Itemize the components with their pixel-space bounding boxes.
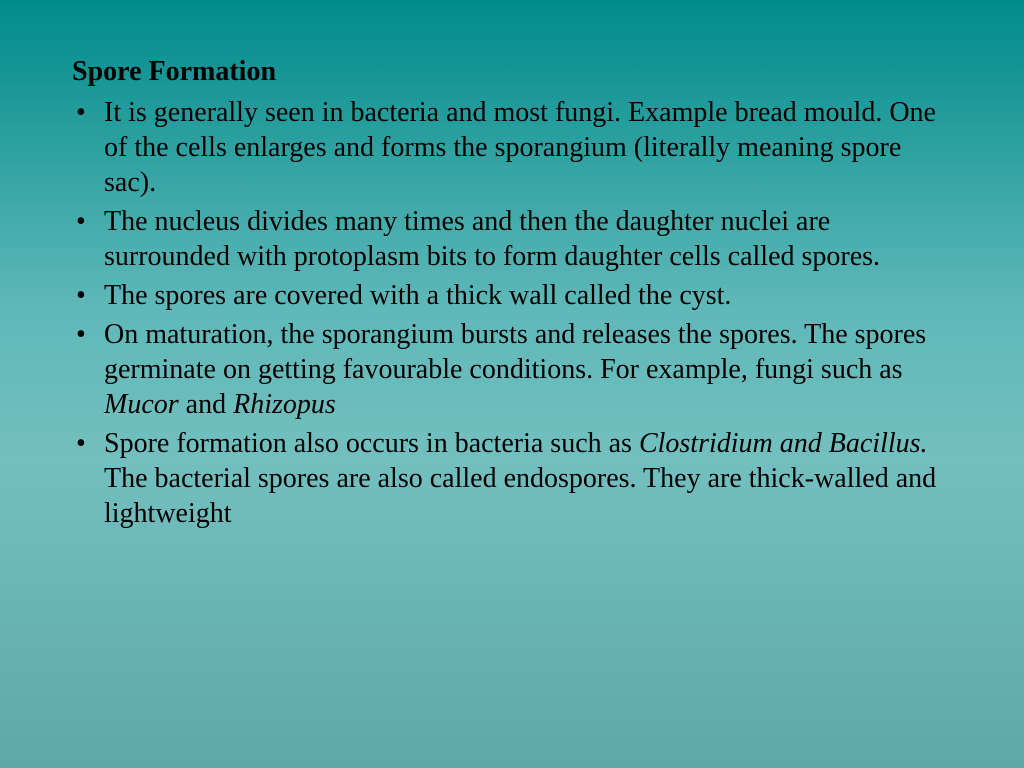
slide: Spore Formation It is generally seen in … (0, 0, 1024, 768)
bullet-text: The spores are covered with a thick wall… (104, 280, 731, 311)
bullet-text: The nucleus divides many times and then … (104, 206, 880, 272)
bullet-item: It is generally seen in bacteria and mos… (72, 95, 952, 200)
slide-title: Spore Formation (72, 54, 952, 89)
bullet-item: The spores are covered with a thick wall… (72, 278, 952, 313)
bullet-item: The nucleus divides many times and then … (72, 204, 952, 274)
bullet-list: It is generally seen in bacteria and mos… (72, 95, 952, 531)
bullet-item: On maturation, the sporangium bursts and… (72, 317, 952, 422)
bullet-text: The bacterial spores are also called end… (104, 463, 936, 529)
bullet-text: It is generally seen in bacteria and mos… (104, 97, 936, 198)
bullet-item: Spore formation also occurs in bacteria … (72, 426, 952, 531)
bullet-text: and (179, 389, 233, 420)
bullet-text: On maturation, the sporangium bursts and… (104, 319, 926, 385)
bullet-text-italic: Clostridium and Bacillus. (639, 428, 928, 459)
bullet-text-italic: Rhizopus (233, 389, 336, 420)
bullet-text: Spore formation also occurs in bacteria … (104, 428, 639, 459)
bullet-text-italic: Mucor (104, 389, 179, 420)
